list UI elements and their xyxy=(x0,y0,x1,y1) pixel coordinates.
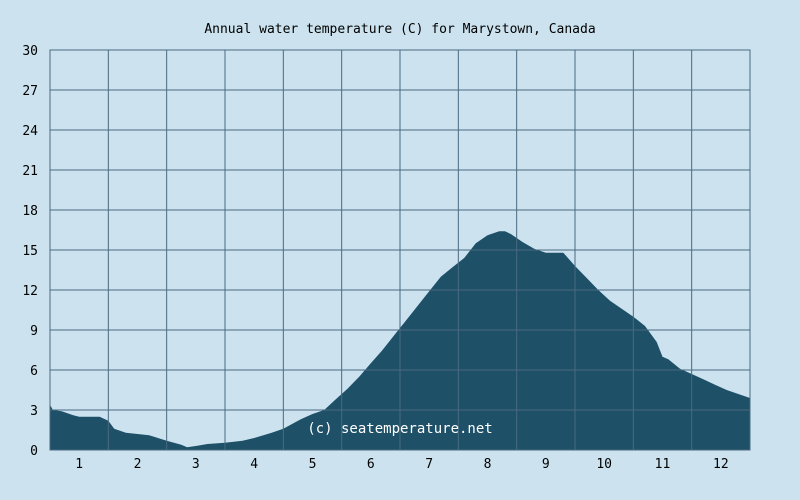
x-tick-label-10: 10 xyxy=(596,457,612,472)
x-tick-label-11: 11 xyxy=(655,457,671,472)
watermark-annotation: (c) seatemperature.net xyxy=(307,421,492,437)
x-tick-label-6: 6 xyxy=(367,457,375,472)
x-tick-label-8: 8 xyxy=(484,457,492,472)
y-tick-label-30: 30 xyxy=(22,44,38,59)
y-tick-label-27: 27 xyxy=(22,84,38,99)
x-tick-label-2: 2 xyxy=(134,457,142,472)
x-tick-label-3: 3 xyxy=(192,457,200,472)
x-tick-label-9: 9 xyxy=(542,457,550,472)
x-tick-label-5: 5 xyxy=(309,457,317,472)
grid-layer xyxy=(49,49,751,451)
y-tick-label-15: 15 xyxy=(22,244,38,259)
y-tick-label-21: 21 xyxy=(22,164,38,179)
y-tick-label-3: 3 xyxy=(30,404,38,419)
chart-title: Annual water temperature (C) for Marysto… xyxy=(204,22,595,37)
y-tick-label-12: 12 xyxy=(22,284,38,299)
x-tick-label-12: 12 xyxy=(713,457,729,472)
y-tick-label-6: 6 xyxy=(30,364,38,379)
x-tick-label-1: 1 xyxy=(75,457,83,472)
y-tick-label-24: 24 xyxy=(22,124,38,139)
y-tick-label-9: 9 xyxy=(30,324,38,339)
y-tick-label-0: 0 xyxy=(30,444,38,459)
plot-border xyxy=(49,49,751,451)
y-tick-label-18: 18 xyxy=(22,204,38,219)
x-tick-label-7: 7 xyxy=(425,457,433,472)
x-tick-label-4: 4 xyxy=(250,457,258,472)
